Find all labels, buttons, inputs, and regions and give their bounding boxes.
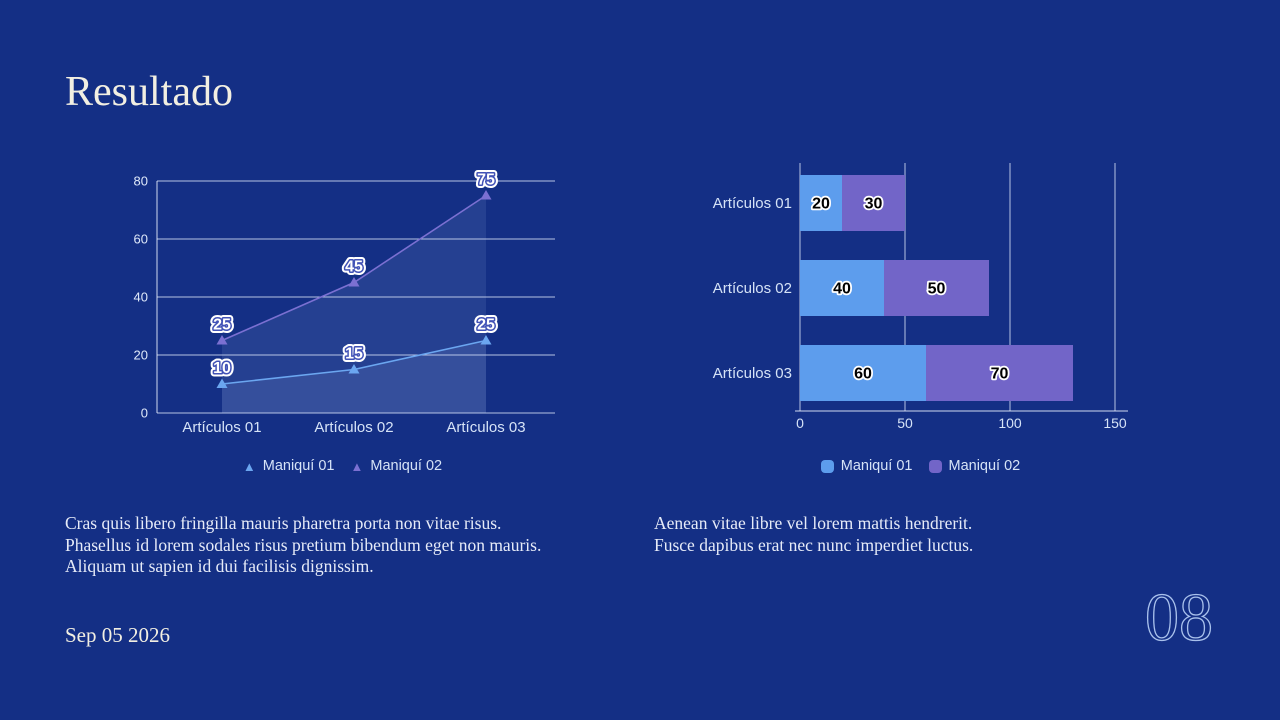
data-label: 15 <box>345 346 363 363</box>
triangle-marker-icon <box>216 378 228 388</box>
x-tick-label: 0 <box>796 415 804 431</box>
line-area-chart: 020406080101015152525252545457575Artícul… <box>134 168 555 436</box>
page-number: 08 <box>1144 583 1213 656</box>
legend-label: Maniquí 02 <box>370 458 443 474</box>
y-category-label: Artículos 02 <box>713 280 792 297</box>
stacked-bar-chart: 0 50 100 150 Artículos 01 Artículos 02 Artícul… <box>713 163 1128 431</box>
x-tick-label: 150 <box>1103 415 1127 431</box>
legend-item-maniqui-01: Maniquí 01 <box>820 458 913 474</box>
bar-segment <box>842 175 905 231</box>
y-tick-label: 60 <box>134 232 148 247</box>
right-description-text: Aenean vitae libre vel lorem mattis hend… <box>654 513 974 555</box>
bar-segment <box>800 345 926 401</box>
y-tick-label: 80 <box>134 174 148 189</box>
x-category-label: Artículos 01 <box>182 419 261 436</box>
slide-title: Resultado <box>65 69 233 115</box>
page-number-text: 08 <box>1145 583 1213 655</box>
triangle-marker-icon <box>480 190 492 200</box>
y-category-label: Artículos 03 <box>713 365 792 382</box>
triangle-marker-icon <box>216 335 228 345</box>
slide-date: Sep 05 2026 <box>65 623 170 647</box>
triangle-marker-icon: ▲ <box>242 458 256 474</box>
x-category-label: Artículos 03 <box>446 419 525 436</box>
data-label: 15 <box>345 346 363 363</box>
bar-segment <box>800 260 884 316</box>
square-swatch-icon <box>928 459 942 473</box>
data-label: 45 <box>345 259 363 276</box>
data-label: 10 <box>213 360 231 377</box>
line-chart-legend: ▲ Maniquí 01 ▲ Maniquí 02 <box>120 455 565 477</box>
y-tick-label: 20 <box>134 348 148 363</box>
y-tick-label: 40 <box>134 290 148 305</box>
data-label: 40 <box>833 281 851 298</box>
legend-label: Maniquí 01 <box>262 458 335 474</box>
x-tick-label: 100 <box>998 415 1022 431</box>
data-label: 75 <box>477 172 495 189</box>
data-label: 25 <box>477 317 495 334</box>
legend-item-maniqui-02: Maniquí 02 <box>928 458 1021 474</box>
left-description-text: Cras quis libero fringilla mauris pharet… <box>65 513 542 577</box>
data-label: 25 <box>477 317 495 334</box>
bar-segment <box>884 260 989 316</box>
data-label: 25 <box>213 317 231 334</box>
data-label: 50 <box>928 281 946 298</box>
legend-item-maniqui-02: ▲ Maniquí 02 <box>351 458 443 474</box>
x-tick-label: 50 <box>897 415 913 431</box>
triangle-marker-icon <box>348 364 360 374</box>
data-label: 75 <box>477 172 495 189</box>
gridlines <box>157 180 555 414</box>
data-label: 25 <box>213 317 231 334</box>
data-label: 30 <box>865 196 883 213</box>
bar-segment <box>800 175 842 231</box>
x-category-label: Artículos 02 <box>314 419 393 436</box>
legend-label: Maniquí 02 <box>948 458 1021 474</box>
y-category-label: Artículos 01 <box>713 195 792 212</box>
data-label: 60 <box>854 366 872 383</box>
data-label: 20 <box>812 196 830 213</box>
square-swatch-icon <box>820 459 834 473</box>
bar-segment <box>926 345 1073 401</box>
area-fill <box>222 195 486 413</box>
triangle-marker-icon: ▲ <box>350 458 364 474</box>
data-label: 45 <box>345 259 363 276</box>
y-tick-label: 0 <box>141 406 148 421</box>
data-label: 70 <box>991 366 1009 383</box>
legend-item-maniqui-01: ▲ Maniquí 01 <box>243 458 335 474</box>
bar-chart-legend: Maniquí 01 Maniquí 02 <box>698 455 1143 477</box>
area-fill <box>222 340 486 413</box>
triangle-marker-icon <box>480 335 492 345</box>
data-label: 10 <box>213 360 231 377</box>
triangle-marker-icon <box>348 277 360 287</box>
legend-label: Maniquí 01 <box>840 458 913 474</box>
